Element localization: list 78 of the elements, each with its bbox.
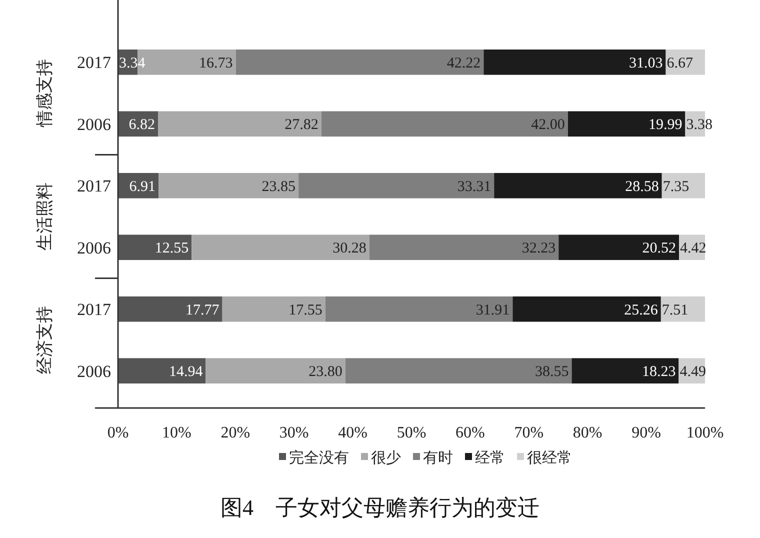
bar (369, 234, 559, 260)
bar (660, 296, 705, 322)
bar (158, 172, 299, 198)
data-label: 42.00 (531, 117, 565, 134)
y-tick-label: 2017 (77, 300, 112, 320)
bar (484, 50, 666, 75)
text: 经济支持 (34, 306, 54, 374)
bar (321, 111, 568, 137)
data-label: 27.82 (284, 117, 318, 134)
bar (298, 172, 494, 198)
legend-label: 经常 (475, 449, 505, 466)
data-label: 33.31 (457, 178, 492, 195)
x-tick-label: 70% (514, 424, 544, 442)
bar (572, 358, 679, 384)
x-tick-label: 60% (456, 424, 485, 442)
data-label: 6.91 (129, 178, 156, 195)
data-label: 20.52 (642, 240, 676, 257)
data-label: 4.49 (680, 364, 706, 380)
bar (192, 234, 370, 260)
bar (558, 234, 680, 260)
bar (206, 358, 346, 384)
legend-label: 很少 (371, 449, 401, 466)
y-tick-label: 2006 (77, 238, 111, 258)
data-label: 31.03 (629, 55, 663, 72)
data-label: 30.28 (332, 240, 366, 257)
data-label: 19.99 (648, 117, 682, 134)
x-tick-label: 20% (220, 424, 250, 442)
x-tick-label: 30% (279, 424, 309, 442)
bar (236, 50, 484, 75)
x-tick-label: 0% (107, 424, 129, 442)
data-label: 23.80 (308, 364, 342, 380)
bar (662, 172, 705, 198)
data-label: 16.73 (199, 55, 233, 72)
data-label: 32.23 (522, 240, 556, 257)
x-tick-label: 10% (162, 424, 192, 442)
bar (222, 296, 326, 322)
y-tick-label: 2006 (77, 114, 111, 134)
x-tick-label: 50% (396, 424, 426, 442)
bar (568, 111, 686, 137)
data-label: 25.26 (624, 302, 658, 318)
data-label: 18.23 (642, 364, 676, 380)
y-tick-label: 2017 (77, 53, 112, 72)
data-label: 4.42 (680, 240, 706, 257)
x-tick-label: 40% (338, 424, 368, 442)
bar (118, 296, 222, 322)
legend-label: 很经常 (527, 449, 572, 466)
y-tick-label: 2006 (77, 362, 111, 381)
data-label: 28.58 (625, 178, 659, 195)
data-label: 6.82 (128, 117, 156, 134)
x-tick-label: 80% (572, 424, 602, 442)
legend-label: 有时 (423, 449, 453, 466)
bar (118, 358, 206, 384)
data-label: 17.55 (288, 302, 322, 318)
text: 生活照料 (34, 182, 54, 250)
bar (512, 296, 661, 322)
data-label: 38.55 (534, 364, 569, 380)
x-tick-label: 90% (632, 424, 661, 442)
data-label: 42.22 (446, 55, 481, 72)
data-label: 7.35 (662, 178, 690, 195)
data-label: 3.38 (686, 117, 712, 134)
data-label: 6.67 (666, 55, 694, 72)
bar (158, 111, 322, 137)
text: 情感支持 (34, 59, 54, 128)
bar (666, 50, 705, 75)
y-tick-label: 2017 (77, 176, 112, 196)
text: 图4 子女对父母赡养行为的变迁 (220, 495, 540, 520)
data-label: 14.94 (168, 364, 204, 380)
bar (345, 358, 572, 384)
data-label: 31.91 (476, 302, 510, 318)
bar (494, 172, 662, 198)
x-tick-label: 100% (686, 424, 724, 442)
data-label: 17.77 (186, 302, 220, 318)
bar (118, 234, 192, 260)
data-label: 23.85 (262, 178, 296, 195)
data-label: 12.55 (154, 240, 189, 257)
data-label: 7.51 (662, 302, 688, 318)
legend-label: 完全没有 (289, 449, 349, 466)
bar (325, 296, 513, 322)
